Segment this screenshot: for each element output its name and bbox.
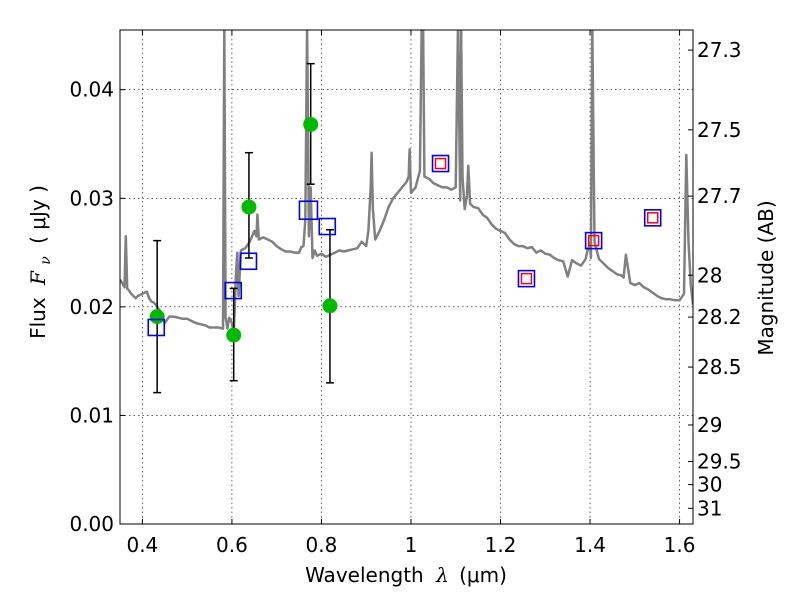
y-tick-label: 0.03 [69, 186, 114, 210]
sed-model-line [120, 30, 693, 336]
observed-point [149, 309, 165, 325]
x-tick-label: 1.6 [664, 533, 696, 557]
observed-point [241, 199, 257, 215]
model-photometry-box [643, 209, 662, 227]
grid-lines [120, 30, 693, 525]
y-tick-label: 0.00 [69, 512, 114, 536]
y2-tick-label: 29.5 [697, 450, 742, 474]
y2-tick-label: 27.3 [697, 38, 742, 62]
y-axis-title-unit: ( μJy ) [26, 185, 50, 244]
tick-marks [120, 30, 693, 525]
y2-tick-label: 27.7 [697, 184, 742, 208]
x-tick-labels: 0.4 0.6 0.8 1 1.2 1.4 1.6 [126, 533, 695, 557]
y-axis-title-prefix: Flux [26, 297, 50, 339]
x-axis-title-symbol: λ [435, 563, 449, 587]
nir-inner-box [646, 212, 659, 224]
model-photometry-box [224, 281, 243, 300]
x-tick-label: 1 [405, 533, 418, 557]
sed-model-layer [120, 30, 693, 336]
observed-point [226, 327, 242, 343]
model-photometry-box [431, 154, 450, 173]
y2-tick-label: 28 [697, 263, 722, 287]
x-axis-title: Wavelength λ (μm) [305, 563, 507, 587]
model-photometry-box [517, 269, 536, 288]
observed-point [322, 298, 338, 314]
y-tick-label: 0.02 [69, 295, 114, 319]
model-photometry-layer [147, 154, 662, 337]
x-axis-title-prefix: Wavelength [305, 563, 424, 587]
x-tick-label: 0.4 [126, 533, 158, 557]
y-tick-label: 0.04 [69, 78, 114, 102]
x-axis-title-unit: (μm) [459, 563, 507, 587]
x-tick-label: 0.8 [306, 533, 338, 557]
nir-inner-box [434, 157, 447, 170]
y2-tick-label: 28.5 [697, 355, 742, 379]
nir-inner-box [587, 234, 600, 247]
y2-tick-label: 28.2 [697, 305, 742, 329]
model-photometry-box [318, 217, 337, 236]
plot-frame [119, 29, 694, 525]
x-tick-label: 1.4 [574, 533, 606, 557]
nir-inner-box [520, 272, 533, 285]
model-photometry-box [147, 318, 166, 337]
y2-tick-label: 29 [697, 413, 722, 437]
x-tick-label: 0.6 [216, 533, 248, 557]
model-photometry-box [239, 252, 258, 271]
model-photometry-box [584, 231, 603, 250]
y2-tick-label: 31 [697, 496, 722, 520]
y2-tick-label: 30 [697, 473, 722, 497]
y-tick-label: 0.01 [69, 403, 114, 427]
y2-tick-label: 27.5 [697, 118, 742, 142]
y-axis-title-subscript: ν [38, 256, 54, 265]
y2-axis-title: Magnitude (AB) [754, 200, 778, 355]
observed-points-layer [149, 116, 338, 343]
y-tick-labels: 0.00 0.01 0.02 0.03 0.04 [69, 78, 114, 536]
observed-point [303, 116, 319, 132]
x-tick-label: 1.2 [485, 533, 517, 557]
y-axis-title-symbol: F [26, 270, 50, 286]
y-axis-title: Flux F ν ( μJy ) [26, 185, 55, 339]
model-photometry-box [298, 200, 319, 221]
